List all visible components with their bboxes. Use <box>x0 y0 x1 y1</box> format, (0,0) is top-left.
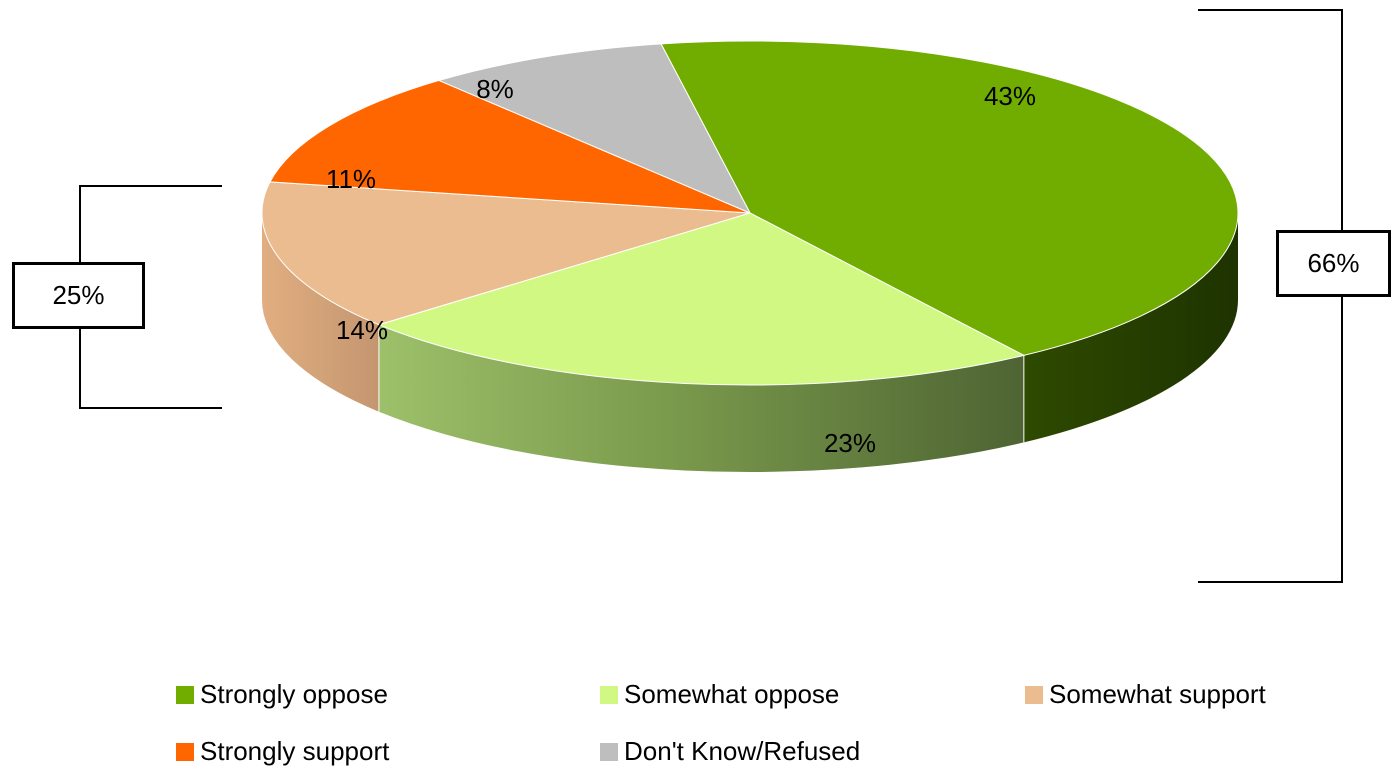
data-label-somewhat-support: 14% <box>336 315 388 345</box>
pie-slices <box>261 40 1239 386</box>
data-label-strongly-oppose: 43% <box>984 81 1036 111</box>
pie-side-strongly-oppose <box>1023 213 1238 443</box>
pie-slice-strongly-oppose <box>660 40 1239 356</box>
data-label-dont-know-refused: 8% <box>476 74 514 104</box>
legend-item-strongly-oppose: Strongly oppose <box>176 679 388 710</box>
legend-label: Strongly support <box>200 736 390 766</box>
pie-slice-somewhat-oppose <box>377 212 1026 386</box>
legend-label: Somewhat support <box>1049 679 1266 709</box>
legend-swatch <box>176 685 194 704</box>
legend-swatch <box>600 685 618 704</box>
pie-slice-somewhat-support <box>261 181 751 326</box>
pie-depth <box>262 213 1238 473</box>
data-label-strongly-support: 11% <box>326 164 376 194</box>
pie-slice-dont-know-refused <box>437 43 752 215</box>
legend-swatch <box>600 742 618 761</box>
legend-item-somewhat-oppose: Somewhat oppose <box>600 679 839 710</box>
legend-item-dont-know-refused: Don't Know/Refused <box>600 736 860 767</box>
pie-side-somewhat-support <box>262 213 379 412</box>
group-label-support-total: 25% <box>12 262 145 329</box>
pie-side-somewhat-oppose <box>378 324 1024 473</box>
legend-swatch <box>176 742 194 761</box>
legend-item-somewhat-support: Somewhat support <box>1025 679 1266 710</box>
legend-item-strongly-support: Strongly support <box>176 736 389 767</box>
group-label-oppose-total: 66% <box>1276 230 1391 297</box>
legend-swatch <box>1025 685 1043 704</box>
legend-label: Don't Know/Refused <box>624 736 861 766</box>
pie-slice-strongly-support <box>269 79 751 214</box>
pie-data-labels: 43% 23% 14% 11% 8% <box>326 74 1036 458</box>
legend-label: Strongly oppose <box>200 679 388 709</box>
legend-label: Somewhat oppose <box>624 679 840 709</box>
data-label-somewhat-oppose: 23% <box>824 428 876 458</box>
